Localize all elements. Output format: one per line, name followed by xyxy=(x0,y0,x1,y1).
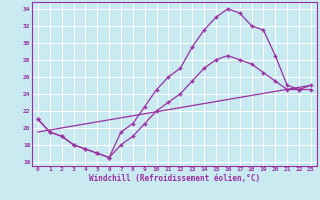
X-axis label: Windchill (Refroidissement éolien,°C): Windchill (Refroidissement éolien,°C) xyxy=(89,174,260,183)
